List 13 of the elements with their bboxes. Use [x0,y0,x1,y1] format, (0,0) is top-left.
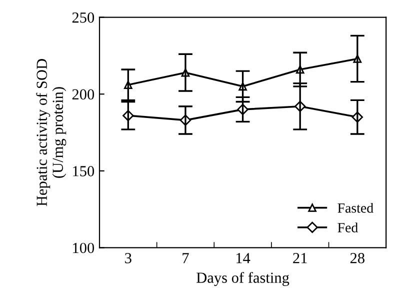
x-tick-label: 3 [125,253,132,264]
y-tick-label: 100 [73,242,94,254]
legend-label: Fed [338,222,358,232]
x-axis-title: Days of fasting [196,272,290,286]
legend-label: Fasted [338,202,374,213]
y-tick-label: 150 [73,166,94,176]
y-axis-title: Hepatic activity of SOD (U/mg protein) [36,59,66,206]
x-tick-label: 14 [236,253,250,264]
x-tick-label: 28 [350,252,364,264]
y-tick-label: 200 [72,89,94,100]
x-tick-label: 21 [293,253,307,264]
x-tick-label: 7 [182,253,189,264]
y-tick-label: 250 [72,12,94,23]
